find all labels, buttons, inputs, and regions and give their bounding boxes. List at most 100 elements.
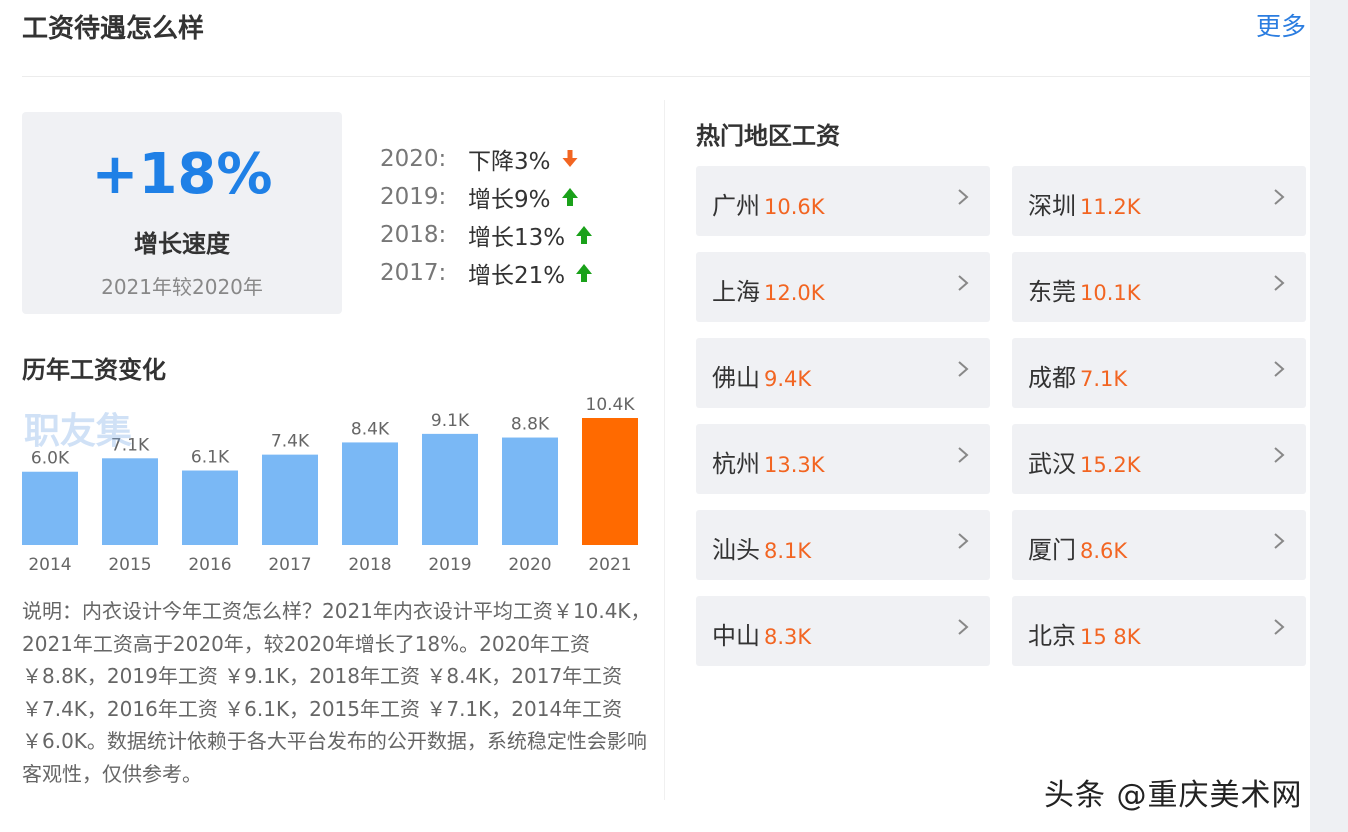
bar-value-label: 8.8K xyxy=(511,415,550,435)
region-city-name: 汕头 xyxy=(712,536,760,564)
change-year: 2020: xyxy=(380,146,447,172)
x-tick-label: 2021 xyxy=(588,555,631,575)
change-text: 增长21% xyxy=(468,263,566,289)
yearly-change-item: 2020: 下降3% xyxy=(380,140,593,178)
bar-value-label: 9.1K xyxy=(431,411,470,431)
region-city-name: 深圳 xyxy=(1028,192,1076,220)
history-section-title: 历年工资变化 xyxy=(22,356,166,384)
region-salary: 8.3K xyxy=(764,625,812,649)
region-salary: 8.6K xyxy=(1080,539,1128,563)
region-city: 广州 10.6K xyxy=(712,186,825,221)
chevron-right-icon xyxy=(1274,619,1285,635)
bar-2018 xyxy=(342,442,398,545)
x-tick-label: 2014 xyxy=(28,555,71,575)
region-city-name: 上海 xyxy=(712,278,760,306)
change-text: 增长9% xyxy=(468,187,551,213)
growth-summary-box: +18% 增长速度 2021年较2020年 xyxy=(22,112,342,314)
chevron-right-icon xyxy=(958,447,969,463)
x-tick-label: 2015 xyxy=(108,555,151,575)
page-title: 工资待遇怎么样 xyxy=(22,14,205,44)
region-card[interactable]: 厦门 8.6K xyxy=(1012,510,1306,580)
chevron-right-icon xyxy=(958,189,969,205)
region-salary: 10.6K xyxy=(764,195,825,219)
bar-value-label: 7.1K xyxy=(111,435,150,455)
header-divider xyxy=(22,76,1310,77)
region-salary: 10.1K xyxy=(1080,281,1141,305)
bar-value-label: 6.0K xyxy=(31,449,70,469)
bar-2015 xyxy=(102,458,158,545)
region-city: 北京 15 8K xyxy=(1028,616,1141,651)
change-text: 下降3% xyxy=(468,149,551,175)
region-card[interactable]: 深圳 11.2K xyxy=(1012,166,1306,236)
region-city: 汕头 8.1K xyxy=(712,530,811,565)
chevron-right-icon xyxy=(958,275,969,291)
chevron-right-icon xyxy=(958,533,969,549)
growth-rate-value: +18% xyxy=(91,142,273,207)
change-year: 2018: xyxy=(380,222,447,248)
region-card[interactable]: 上海 12.0K xyxy=(696,252,990,322)
yearly-change-item: 2018: 增长13% xyxy=(380,216,593,254)
region-card[interactable]: 中山 8.3K xyxy=(696,596,990,666)
chevron-right-icon xyxy=(1274,189,1285,205)
region-card[interactable]: 成都 7.1K xyxy=(1012,338,1306,408)
region-city: 深圳 11.2K xyxy=(1028,186,1141,221)
region-city: 厦门 8.6K xyxy=(1028,530,1127,565)
region-salary: 7.1K xyxy=(1080,367,1128,391)
arrow-up-icon xyxy=(576,226,593,244)
regions-section-title: 热门地区工资 xyxy=(696,122,840,150)
region-card[interactable]: 广州 10.6K xyxy=(696,166,990,236)
region-salary: 13.3K xyxy=(764,453,825,477)
yearly-change-item: 2017: 增长21% xyxy=(380,254,593,292)
region-city: 成都 7.1K xyxy=(1028,358,1127,393)
x-tick-label: 2020 xyxy=(508,555,551,575)
x-tick-label: 2017 xyxy=(268,555,311,575)
change-year: 2019: xyxy=(380,184,447,210)
bar-value-label: 6.1K xyxy=(191,448,230,468)
arrow-down-icon xyxy=(562,150,577,167)
growth-comparison-note: 2021年较2020年 xyxy=(101,275,263,299)
bar-2014 xyxy=(22,471,78,545)
region-card[interactable]: 汕头 8.1K xyxy=(696,510,990,580)
region-card[interactable]: 佛山 9.4K xyxy=(696,338,990,408)
growth-rate-label: 增长速度 xyxy=(134,230,230,258)
bar-2021 xyxy=(582,418,638,545)
region-salary: 9.4K xyxy=(764,367,812,391)
x-tick-label: 2019 xyxy=(428,555,471,575)
region-city: 佛山 9.4K xyxy=(712,358,811,393)
chevron-right-icon xyxy=(958,619,969,635)
region-city-name: 东莞 xyxy=(1028,278,1076,306)
chevron-right-icon xyxy=(1274,361,1285,377)
region-city: 杭州 13.3K xyxy=(712,444,825,479)
chevron-right-icon xyxy=(958,361,969,377)
x-tick-label: 2016 xyxy=(188,555,231,575)
region-city-name: 佛山 xyxy=(712,364,760,392)
arrow-up-icon xyxy=(576,264,593,282)
region-city-name: 北京 xyxy=(1028,622,1076,650)
bar-value-label: 10.4K xyxy=(586,395,636,415)
region-card[interactable]: 杭州 13.3K xyxy=(696,424,990,494)
bar-2017 xyxy=(262,454,318,545)
change-year: 2017: xyxy=(380,260,447,286)
yearly-change-item: 2019: 增长9% xyxy=(380,178,593,216)
region-city: 上海 12.0K xyxy=(712,272,825,307)
column-divider xyxy=(664,100,665,800)
region-city: 武汉 15.2K xyxy=(1028,444,1141,479)
chevron-right-icon xyxy=(1274,275,1285,291)
region-city-name: 厦门 xyxy=(1028,536,1076,564)
region-salary: 12.0K xyxy=(764,281,825,305)
bar-value-label: 7.4K xyxy=(271,432,310,452)
chevron-right-icon xyxy=(1274,447,1285,463)
salary-history-chart: 6.0K 2014 7.1K 2015 6.1K 2016 7.4K 2017 8.4K 2018… xyxy=(22,395,638,575)
region-salary: 15.2K xyxy=(1080,453,1141,477)
region-city: 东莞 10.1K xyxy=(1028,272,1141,307)
x-tick-label: 2018 xyxy=(348,555,391,575)
salary-description: 说明：内衣设计今年工资怎么样？2021年内衣设计平均工资￥10.4K，2021年… xyxy=(22,599,651,786)
more-link[interactable]: 更多 xyxy=(1256,12,1307,41)
region-card[interactable]: 北京 15 8K xyxy=(1012,596,1306,666)
source-watermark: 头条 @重庆美术网 xyxy=(1044,778,1303,813)
region-card[interactable]: 东莞 10.1K xyxy=(1012,252,1306,322)
bar-2016 xyxy=(182,470,238,545)
region-card[interactable]: 武汉 15.2K xyxy=(1012,424,1306,494)
arrow-up-icon xyxy=(561,188,578,206)
region-salary: 11.2K xyxy=(1080,195,1141,219)
